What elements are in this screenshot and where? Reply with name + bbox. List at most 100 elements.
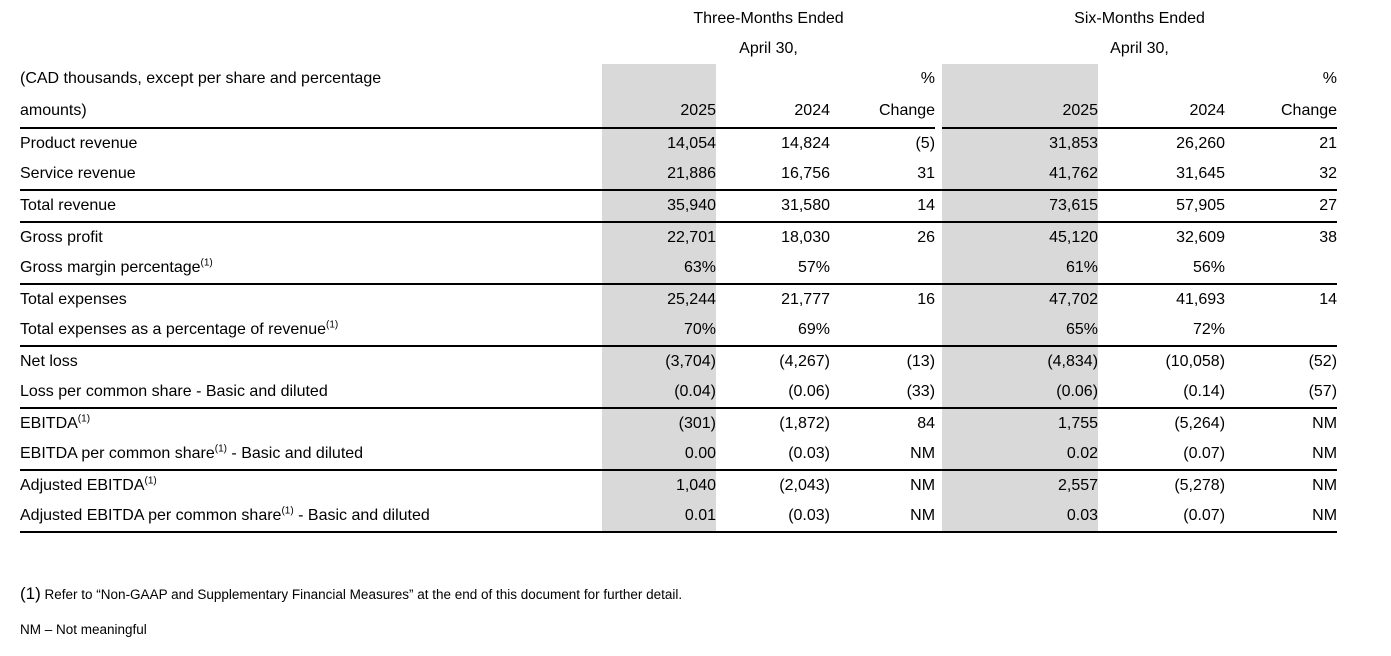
period-subtitle-six-months: April 30, [1110, 40, 1169, 57]
table-row: Total expenses 25,244 21,777 16 47,702 4… [20, 284, 1337, 315]
value-6m-2024: 72% [1098, 315, 1226, 347]
row-label: Loss per common share - Basic and dilute… [20, 377, 602, 409]
value-3m-change: 16 [917, 291, 936, 308]
row-label: Gross margin percentage(1) [20, 253, 602, 285]
column-gap [935, 377, 943, 409]
value-6m-2024: (0.07) [1098, 439, 1226, 471]
column-gap [935, 284, 942, 315]
value-3m-2024: (0.06) [716, 377, 830, 409]
value-6m-change: (57) [1225, 377, 1338, 409]
column-gap [935, 94, 942, 128]
value-3m-change: (5) [915, 135, 936, 152]
table-row: Total expenses as a percentage of revenu… [20, 315, 1338, 347]
percent-label-6m: % [1322, 70, 1338, 87]
value-3m-change: 84 [917, 415, 936, 432]
value-6m-change [1225, 253, 1338, 285]
table-header: Three-Months Ended Six-Months Ended Apri… [20, 4, 1338, 129]
value-3m-2024: (0.03) [716, 439, 830, 471]
value-6m-2025: 45,120 [942, 222, 1099, 253]
period-subtitle-three-months: April 30, [739, 40, 798, 57]
shaded-cell [602, 64, 716, 94]
year-header-row: amounts) 2025 2024 Change 2025 2024 Chan… [20, 94, 1338, 129]
value-6m-change: 27 [1225, 190, 1338, 223]
footnote-1: (1) Refer to “Non-GAAP and Supplementary… [20, 584, 682, 604]
column-gap [935, 64, 942, 94]
value-3m-2025: 21,886 [602, 159, 716, 191]
row-label-text: Service revenue [20, 165, 136, 182]
shaded-cell [942, 64, 1099, 94]
footnote-ref: (1) [200, 257, 213, 269]
row-label-text: Total expenses as a percentage of revenu… [20, 321, 326, 338]
spacer-cell [20, 4, 602, 34]
row-label: EBITDA(1) [20, 408, 602, 439]
row-label-text: Gross margin percentage [20, 259, 201, 276]
column-gap [935, 253, 943, 285]
value-6m-2025: 1,755 [942, 408, 1099, 439]
value-6m-2024: (5,264) [1174, 415, 1226, 432]
value-6m-change: (52) [1308, 353, 1338, 370]
column-gap [935, 159, 943, 191]
row-label-text: Total expenses [20, 291, 127, 308]
table-row: Loss per common share - Basic and dilute… [20, 377, 1338, 409]
value-3m-2024: 14,824 [781, 135, 830, 152]
row-label: Gross profit [20, 222, 602, 253]
value-3m-2024: 16,756 [716, 159, 830, 191]
value-3m-change: 14 [830, 190, 936, 223]
value-6m-change: 14 [1319, 291, 1338, 308]
footnote-nm: NM – Not meaningful [20, 622, 147, 637]
value-3m-2024: 31,580 [716, 190, 830, 223]
table-row: Adjusted EBITDA per common share(1) - Ba… [20, 501, 1338, 533]
row-label-text: EBITDA per common share [20, 445, 215, 462]
percent-header-row: (CAD thousands, except per share and per… [20, 64, 1337, 94]
row-label-suffix: - Basic and diluted [226, 445, 364, 462]
column-gap [935, 34, 942, 64]
value-6m-2025: 47,702 [942, 284, 1099, 315]
table-row: Net loss (3,704) (4,267) (13) (4,834) (1… [20, 346, 1337, 377]
value-6m-change: 32 [1225, 159, 1338, 191]
value-6m-2024: (5,278) [1174, 477, 1226, 494]
value-6m-2024: (10,058) [1165, 353, 1226, 370]
value-6m-2024: (0.07) [1098, 501, 1226, 533]
row-label: Total expenses as a percentage of revenu… [20, 315, 602, 347]
table-row: Product revenue 14,054 14,824 (5) 31,853… [20, 128, 1337, 159]
value-6m-2025: 31,853 [942, 128, 1099, 159]
value-3m-2024: 18,030 [781, 229, 830, 246]
footnote-ref: (1) [325, 319, 339, 331]
value-3m-2025: (301) [602, 408, 716, 439]
value-6m-change: NM [1312, 415, 1338, 432]
row-label: Adjusted EBITDA per common share(1) - Ba… [20, 501, 602, 533]
value-6m-2024: 41,693 [1176, 291, 1226, 308]
value-3m-2025: 35,940 [602, 190, 716, 223]
col-header-6m-2024: 2024 [1098, 94, 1226, 129]
value-3m-change: NM [910, 477, 936, 494]
value-3m-change [830, 253, 936, 285]
value-6m-2025: (4,834) [942, 346, 1099, 377]
column-gap [935, 470, 942, 501]
table-row: EBITDA per common share(1) - Basic and d… [20, 439, 1338, 471]
footnote-1-text: Refer to “Non-GAAP and Supplementary Fin… [40, 587, 683, 602]
row-label-text: Product revenue [20, 135, 138, 152]
value-3m-change: 26 [917, 229, 936, 246]
row-label-text: Adjusted EBITDA per common share [20, 507, 282, 524]
col-header-6m-2025: 2025 [942, 94, 1099, 129]
row-label-text: Loss per common share - Basic and dilute… [20, 383, 328, 400]
footnote-1-marker: (1) [20, 584, 41, 603]
column-gap [935, 346, 942, 377]
value-6m-2025: 2,557 [942, 470, 1099, 501]
row-label-suffix: - Basic and diluted [293, 507, 430, 524]
period-header-six-months: Six-Months Ended [1074, 10, 1205, 27]
unit-note-line1: (CAD thousands, except per share and per… [20, 70, 382, 87]
percent-label-3m: % [920, 70, 936, 87]
table-row: Adjusted EBITDA(1) 1,040 (2,043) NM 2,55… [20, 470, 1337, 501]
column-gap [935, 501, 943, 533]
period-title-row: Three-Months Ended Six-Months Ended [20, 4, 1337, 34]
value-3m-2025: 25,244 [602, 284, 716, 315]
value-3m-2025: 70% [602, 315, 716, 347]
table-row: Gross profit 22,701 18,030 26 45,120 32,… [20, 222, 1337, 253]
period-header-three-months: Three-Months Ended [693, 10, 844, 27]
value-6m-2025: 61% [942, 253, 1099, 285]
value-3m-2024: (4,267) [779, 353, 830, 370]
financial-summary-table: Three-Months Ended Six-Months Ended Apri… [20, 4, 1338, 533]
value-6m-change: 38 [1319, 229, 1338, 246]
